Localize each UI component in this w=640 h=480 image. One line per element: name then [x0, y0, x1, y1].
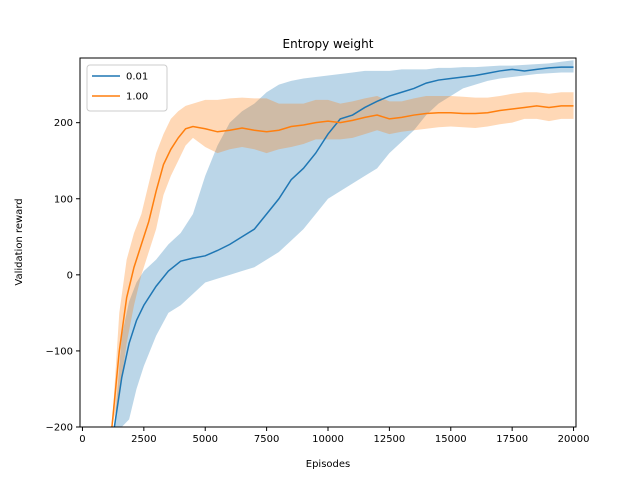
confidence-bands: [111, 60, 574, 427]
y-tick-label: 200: [54, 118, 73, 129]
x-axis-label: Episodes: [306, 459, 350, 470]
x-tick-label: 17500: [496, 434, 528, 445]
x-tick-label: 12500: [373, 434, 405, 445]
chart-title: Entropy weight: [283, 37, 374, 51]
series-lines: [111, 66, 574, 427]
y-tick-label: 100: [54, 194, 73, 205]
y-axis-ticks: −200 −100 0 100 200: [46, 118, 80, 434]
x-axis-ticks: 0 2500 5000 7500 10000 12500 15000 17500 20000: [79, 427, 589, 445]
x-tick-label: 0: [79, 434, 85, 445]
x-tick-label: 20000: [558, 434, 590, 445]
series-line-1: [111, 105, 574, 427]
legend-label-0: 0.01: [126, 72, 148, 83]
legend-label-1: 1.00: [126, 92, 148, 103]
y-axis-label: Validation reward: [14, 198, 25, 285]
confidence-band-0: [114, 60, 574, 427]
y-tick-label: −200: [46, 423, 73, 434]
x-tick-label: 2500: [131, 434, 156, 445]
x-tick-label: 7500: [254, 434, 279, 445]
series-line-0: [113, 66, 574, 427]
y-tick-label: −100: [46, 346, 73, 357]
legend: 0.01 1.00: [86, 64, 168, 112]
y-tick-label: 0: [67, 270, 73, 281]
x-tick-label: 5000: [193, 434, 218, 445]
x-tick-label: 10000: [312, 434, 344, 445]
x-tick-label: 15000: [435, 434, 467, 445]
